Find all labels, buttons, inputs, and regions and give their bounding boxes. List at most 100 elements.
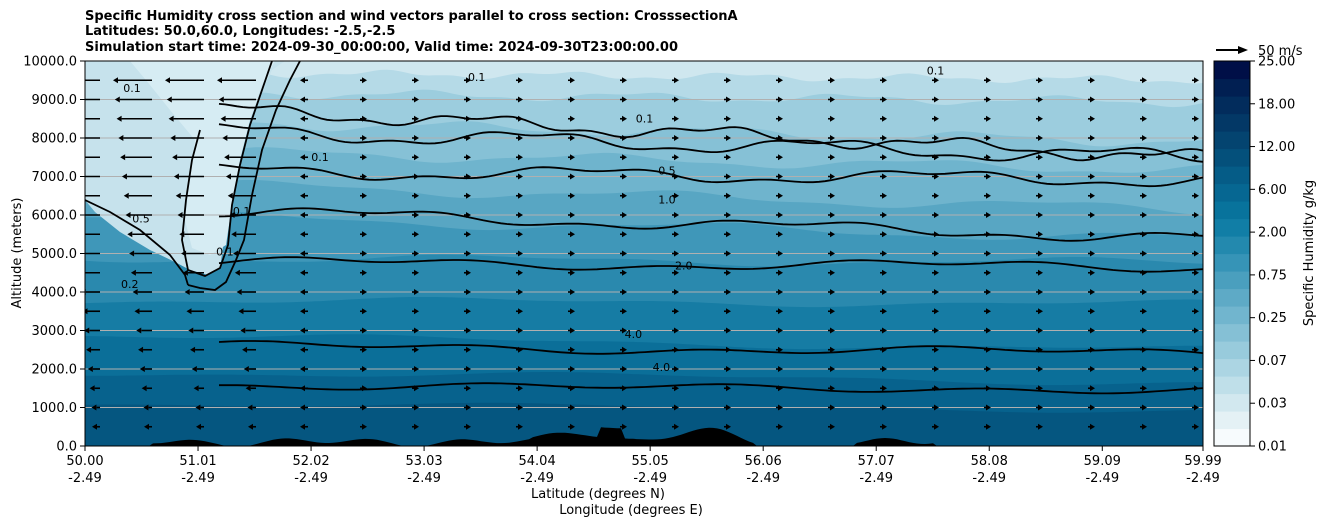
humidity-bands: [85, 61, 1203, 446]
wind-vector-head-18: [986, 423, 991, 430]
wind-vector-head-214: [882, 250, 887, 257]
contour-labels: 0.1 0.1 0.1 0.1 0.1 0.1 0.1 0.5 0.2 0.5 1.0 2.0 4.0 4…: [121, 64, 944, 373]
wind-vector-head-152: [1090, 308, 1095, 315]
colorbar-tick-label-5: 0.75: [1258, 268, 1287, 283]
y-tick-label-0: 0.0: [56, 440, 77, 455]
wind-vector-head-264: [1194, 212, 1199, 218]
wind-vector-head-352: [1194, 135, 1199, 141]
wind-vector-head-172: [986, 289, 991, 295]
wind-vector-head-237: [934, 231, 939, 238]
chart-title-line-3: Simulation start time: 2024-09-30_00:00:…: [85, 40, 678, 55]
wind-vector-head-114: [240, 327, 246, 334]
wind-vector-head-310: [120, 154, 126, 161]
wind-vector-head-57: [726, 385, 731, 392]
colorbar-cell-19: [1214, 96, 1250, 115]
wind-vector-head-410: [778, 77, 783, 84]
wind-vector-head-392: [986, 96, 991, 103]
wind-vector-head-360: [466, 115, 471, 122]
wind-vector-head-27: [300, 404, 305, 411]
wind-vector-head-83: [934, 366, 939, 372]
wind-vector-head-206: [466, 250, 471, 257]
wind-vector-head-7: [414, 423, 419, 430]
wind-vector-head-365: [726, 115, 731, 122]
wind-vector-head-21: [1142, 423, 1147, 430]
wind-vector-head-61: [934, 385, 939, 392]
wind-vector-head-414: [986, 77, 991, 84]
wind-vector-head-353: [65, 116, 70, 122]
x-tick-label-lon-2: -2.49: [294, 471, 328, 486]
wind-vector-head-412: [882, 77, 887, 84]
wind-vector-head-76: [570, 366, 575, 372]
contour-line-7: [218, 382, 1203, 395]
colorbar-cell-7: [1214, 306, 1250, 325]
wind-vector-head-148: [882, 308, 887, 315]
wind-vector-head-343: [726, 135, 731, 141]
wind-vector-head-169: [830, 289, 835, 295]
wind-vector-head-149: [934, 308, 939, 315]
wind-vector-head-334: [222, 135, 228, 141]
wind-vector-head-67: [87, 366, 93, 372]
colorbar-tick-label-9: 0.01: [1258, 440, 1287, 455]
wind-vector-head-65: [1142, 385, 1147, 392]
wind-vector-head-277: [726, 192, 731, 199]
wind-vector-head-133: [85, 308, 88, 315]
wind-vector-head-382: [466, 96, 471, 103]
wind-vector-head-373: [1142, 115, 1147, 122]
wind-vector-head-71: [300, 366, 305, 372]
wind-vector-head-200: [129, 250, 135, 257]
colorbar-tick-label-4: 2.00: [1258, 226, 1287, 241]
y-tick-label-2: 2000.0: [32, 363, 78, 378]
wind-vector-head-30: [466, 404, 471, 411]
wind-vector-head-356: [220, 115, 226, 122]
wind-vector-head-290: [225, 173, 231, 180]
wind-vector-head-107: [1038, 346, 1043, 353]
wind-vector-head-182: [362, 269, 367, 276]
wind-vector-head-418: [1194, 77, 1199, 84]
wind-vector-head-268: [227, 192, 233, 199]
wind-vector-head-263: [1142, 212, 1147, 218]
wind-vector-head-8: [466, 423, 471, 430]
wind-vector-head-19: [1038, 423, 1043, 430]
colorbar-cell-3: [1214, 376, 1250, 395]
y-tick-label-1: 1000.0: [32, 401, 78, 416]
wind-vector-head-366: [778, 115, 783, 122]
wind-vector-head-84: [986, 366, 991, 372]
contour-label-8: 0.2: [121, 278, 139, 291]
wind-vector-head-146: [778, 308, 783, 315]
wind-vector-head-208: [570, 250, 575, 257]
wind-vector-head-70: [243, 366, 249, 372]
wind-vector-head-164: [570, 289, 575, 295]
wind-vector-head-314: [362, 154, 367, 161]
wind-vector-head-34: [674, 404, 679, 411]
wind-vector-head-247: [300, 212, 305, 218]
wind-vector-head-342: [674, 135, 679, 141]
colorbar-cell-18: [1214, 113, 1250, 132]
wind-vector-head-154: [1194, 308, 1199, 315]
wind-vector-head-371: [1038, 115, 1043, 122]
wind-vector-head-54: [570, 385, 575, 392]
wind-vector-head-47: [193, 385, 199, 392]
wind-vector-head-417: [1142, 77, 1147, 84]
wind-vector-head-318: [570, 154, 575, 161]
wind-vector-head-77: [622, 366, 627, 372]
x-tick-label-lat-6: 56.06: [745, 454, 782, 469]
wind-vector-head-129: [1038, 327, 1043, 334]
colorbar-cell-1: [1214, 411, 1250, 430]
wind-vector-head-312: [224, 154, 230, 161]
wind-vector-head-372: [1090, 115, 1095, 122]
wind-vector-head-330: [1194, 154, 1199, 161]
wind-vector-head-280: [882, 192, 887, 199]
wind-vector-head-198: [1194, 269, 1199, 276]
wind-vector-head-168: [778, 289, 783, 295]
colorbar-tick-label-0: 25.00: [1258, 55, 1295, 70]
wind-vector-head-253: [622, 212, 627, 218]
wind-vector-head-304: [986, 173, 991, 180]
wind-vector-head-406: [570, 77, 575, 84]
wind-vector-head-299: [726, 173, 731, 180]
wind-vector-head-176: [1194, 289, 1199, 295]
wind-vector-head-272: [466, 192, 471, 199]
wind-vector-head-241: [1142, 231, 1147, 238]
x-tick-label-lon-9: -2.49: [1085, 471, 1119, 486]
wind-vector-head-17: [934, 423, 939, 430]
wind-vector-head-332: [118, 135, 124, 141]
